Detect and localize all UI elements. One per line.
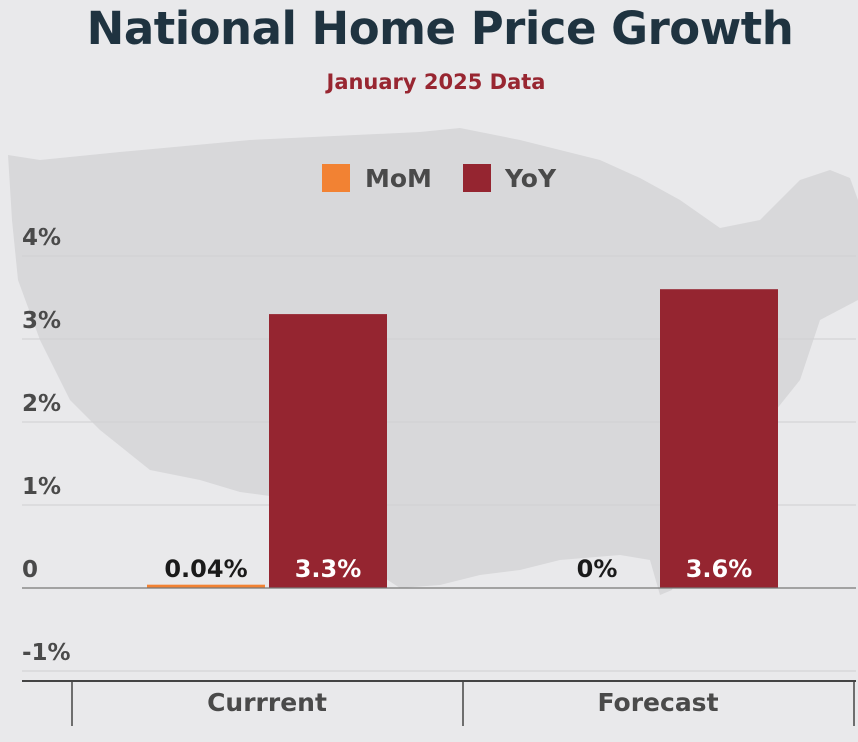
data-label-mom: 0.04% (164, 555, 247, 583)
bar-mom-current (147, 584, 265, 588)
x-axis: Currrent Forecast (22, 680, 856, 726)
legend: MoM YoY (322, 164, 557, 193)
bars: 0.04% 3.3% 0% 3.6% (147, 289, 778, 588)
us-map-background (8, 128, 858, 595)
legend-label-yoy: YoY (504, 164, 557, 193)
y-tick-label: 1% (22, 474, 61, 500)
chart-title: National Home Price Growth (86, 2, 794, 55)
legend-swatch-yoy (463, 164, 491, 192)
x-tick-label-current: Currrent (207, 688, 327, 717)
y-tick-label: 0 (22, 557, 38, 583)
chart-subtitle: January 2025 Data (326, 70, 546, 94)
legend-swatch-mom (322, 164, 350, 192)
y-tick-label: -1% (22, 640, 71, 666)
x-tick-label-forecast: Forecast (597, 688, 718, 717)
y-tick-label: 3% (22, 308, 61, 334)
y-tick-label: 2% (22, 391, 61, 417)
bar-yoy-current (269, 314, 387, 588)
y-tick-label: 4% (22, 225, 61, 251)
y-axis-ticks: 4% 3% 2% 1% 0 -1% (22, 225, 71, 666)
bar-yoy-forecast (660, 289, 778, 588)
data-label-mom: 0% (577, 555, 618, 583)
data-label-yoy: 3.6% (686, 555, 753, 583)
data-label-yoy: 3.3% (295, 555, 362, 583)
legend-label-mom: MoM (365, 164, 432, 193)
